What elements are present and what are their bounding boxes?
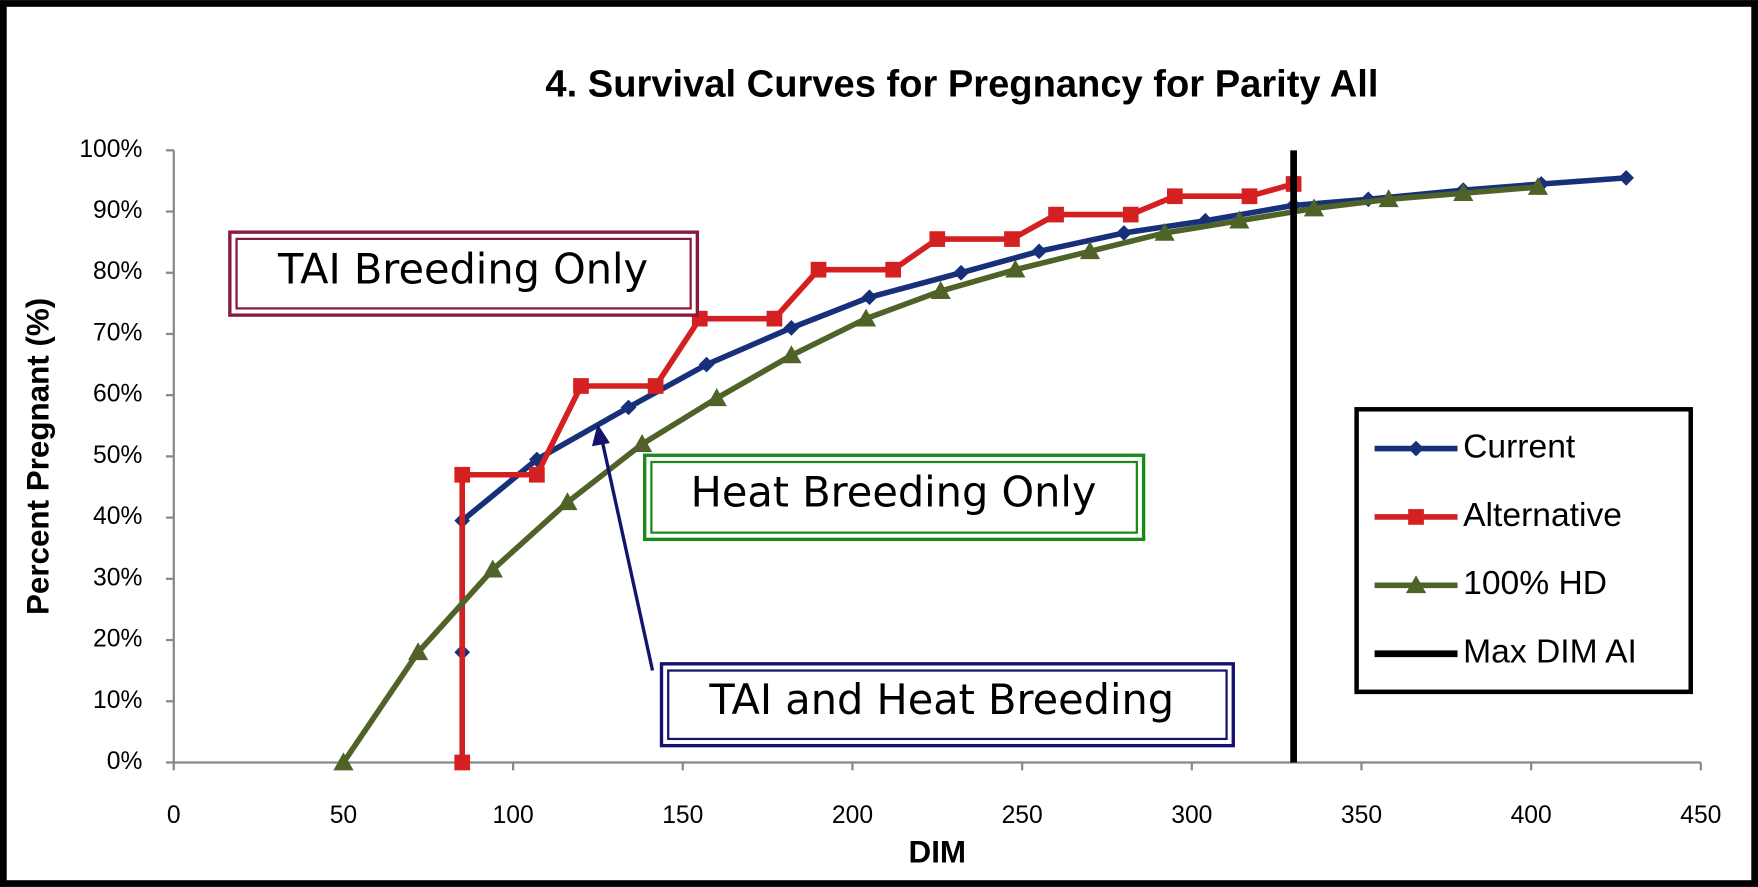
y-tick-label: 80% — [93, 258, 142, 285]
marker — [482, 559, 503, 578]
marker — [1079, 241, 1101, 260]
chart-title: 4. Survival Curves for Pregnancy for Par… — [545, 63, 1378, 105]
annotation-text: Heat Breeding Only — [691, 468, 1097, 517]
x-tick-label: 50 — [330, 802, 357, 829]
marker — [557, 492, 578, 511]
annotation-arrow — [599, 434, 655, 671]
y-tick-label: 0% — [107, 748, 143, 775]
marker — [333, 752, 354, 771]
annotation-tai-heat: TAI and Heat Breeding — [591, 423, 1235, 748]
marker — [573, 378, 589, 394]
marker — [1166, 188, 1183, 205]
marker — [1154, 222, 1175, 241]
annotation-text: TAI Breeding Only — [277, 245, 648, 294]
marker — [1453, 183, 1474, 202]
x-tick-label: 0 — [167, 802, 181, 829]
x-tick-label: 250 — [1002, 802, 1043, 829]
annotation-tai: TAI Breeding Only — [228, 230, 700, 317]
marker — [1527, 176, 1549, 195]
annotation-box-inner — [235, 237, 692, 310]
marker — [1005, 259, 1026, 278]
marker — [1229, 210, 1250, 229]
y-tick-label: 40% — [93, 503, 142, 530]
annotation-box — [642, 453, 1146, 542]
marker — [930, 281, 951, 299]
legend-label: Alternative — [1463, 497, 1622, 534]
marker — [1618, 170, 1635, 186]
marker — [1122, 206, 1139, 223]
marker — [1048, 206, 1064, 223]
x-tick-label: 200 — [832, 802, 873, 829]
x-tick-label: 300 — [1171, 802, 1212, 829]
marker — [781, 345, 802, 364]
legend-label: Current — [1463, 428, 1576, 465]
marker — [706, 388, 727, 407]
y-tick-label: 50% — [93, 442, 142, 469]
marker — [783, 319, 800, 336]
series-line — [459, 181, 1295, 763]
x-tick-label: 450 — [1680, 802, 1721, 829]
marker — [454, 466, 471, 483]
annotation-heat: Heat Breeding Only — [642, 453, 1146, 542]
marker — [885, 261, 902, 278]
legend-label: 100% HD — [1463, 565, 1607, 602]
marker — [1241, 188, 1258, 205]
plot-area: 0% 10% 20% 30% 40% 50% 60% 70% 80% 90% 100% 0 50 100 1… — [79, 136, 1721, 829]
marker — [855, 308, 877, 327]
y-tick-label: 30% — [93, 564, 142, 591]
marker — [631, 434, 653, 452]
marker — [529, 466, 545, 483]
x-tick-label: 150 — [662, 802, 703, 829]
x-tick-label: 350 — [1341, 802, 1382, 829]
y-tick-label: 10% — [93, 687, 142, 714]
x-axis-label: DIM — [909, 835, 967, 870]
x-tick-label: 100 — [493, 802, 534, 829]
annotation-text: TAI and Heat Breeding — [708, 675, 1174, 724]
marker — [408, 642, 429, 661]
y-tick-label: 100% — [79, 136, 142, 163]
marker — [1303, 198, 1325, 217]
marker — [647, 378, 664, 394]
marker — [929, 231, 946, 247]
marker — [1004, 231, 1020, 247]
marker — [953, 264, 969, 281]
marker — [1405, 575, 1427, 594]
marker — [698, 356, 715, 373]
annotation-box — [228, 230, 700, 317]
y-tick-label: 70% — [93, 319, 142, 346]
y-tick-label: 20% — [93, 626, 142, 653]
marker — [1378, 189, 1399, 208]
y-axis-label: Percent Pregnant (%) — [21, 298, 56, 615]
marker — [1408, 509, 1424, 525]
y-tick-label: 90% — [93, 197, 142, 224]
annotation-box-inner — [667, 669, 1228, 741]
marker — [810, 261, 827, 278]
y-tick-label: 60% — [93, 381, 142, 408]
annotation-box — [659, 662, 1235, 748]
legend-label: Max DIM AI — [1463, 634, 1637, 671]
legend-box — [1354, 407, 1693, 695]
x-tick-label: 400 — [1511, 802, 1552, 829]
annotation-box-inner — [650, 460, 1138, 534]
marker — [454, 754, 471, 771]
marker — [766, 310, 783, 327]
legend: Current Alternative 100% HD Max DIM AI — [1354, 407, 1693, 695]
annotation-arrowhead — [591, 423, 610, 447]
